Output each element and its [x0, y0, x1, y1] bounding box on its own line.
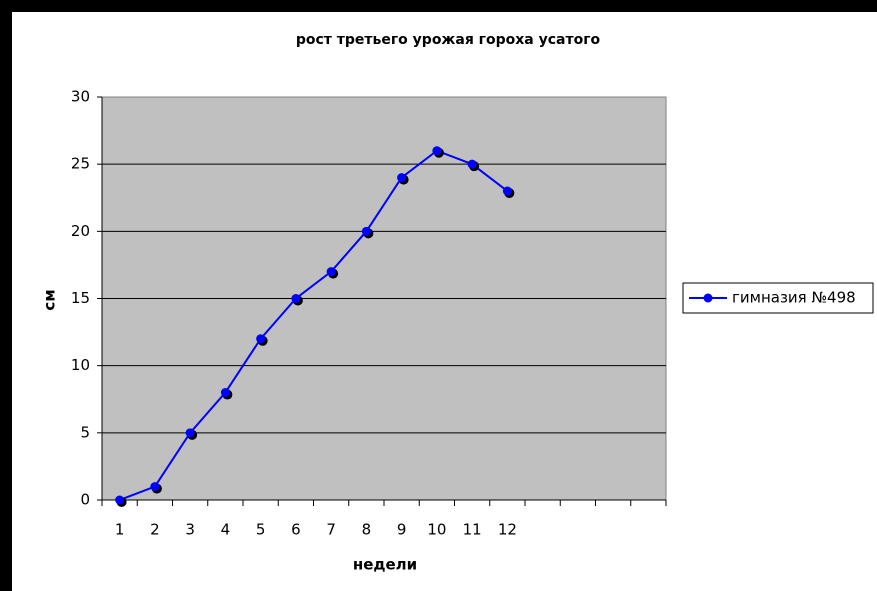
marker-dot [326, 267, 336, 277]
marker-dot [220, 388, 230, 398]
legend-marker [703, 293, 713, 303]
y-axis-title: см [41, 289, 59, 310]
legend-label: гимназия №498 [732, 289, 856, 307]
marker [150, 482, 162, 494]
x-tick-label: 7 [326, 521, 336, 539]
y-tick-label: 20 [71, 222, 90, 240]
marker-dot [432, 146, 442, 156]
chart-title: рост третьего урожая гороха усатого [296, 32, 601, 48]
marker-dot [467, 159, 477, 169]
y-tick-label: 10 [71, 356, 90, 374]
marker [326, 267, 339, 279]
x-tick-label: 6 [291, 521, 301, 539]
marker-dot [291, 294, 301, 303]
marker-dot [115, 495, 125, 505]
marker-dot [256, 334, 266, 344]
marker [115, 495, 127, 507]
y-tick-label: 25 [71, 155, 90, 173]
marker [291, 294, 303, 306]
marker [256, 334, 268, 346]
x-tick-label: 5 [256, 521, 266, 539]
y-tick-label: 0 [80, 491, 90, 509]
marker [220, 388, 233, 400]
y-tick-label: 15 [71, 289, 90, 307]
marker [432, 146, 444, 158]
marker-dot [150, 482, 160, 492]
marker [185, 428, 198, 440]
y-tick-label: 5 [80, 423, 90, 441]
x-tick-label: 8 [362, 521, 372, 539]
x-tick-label: 10 [427, 521, 446, 539]
x-tick-label: 4 [221, 521, 231, 539]
x-tick-label: 11 [463, 521, 482, 539]
x-tick-label: 3 [185, 521, 195, 539]
marker [361, 226, 374, 239]
marker [467, 159, 480, 172]
x-axis-title: недели [353, 556, 417, 574]
marker [397, 173, 409, 185]
marker [502, 186, 515, 199]
x-tick-label: 2 [150, 521, 160, 539]
x-tick-label: 12 [498, 521, 517, 539]
y-tick-label: 30 [71, 88, 90, 106]
x-tick-label: 9 [397, 521, 407, 539]
x-tick-label: 1 [115, 521, 125, 539]
marker-dot [185, 428, 195, 438]
marker-dot [502, 186, 512, 196]
marker-dot [397, 173, 407, 183]
marker-dot [361, 226, 371, 236]
